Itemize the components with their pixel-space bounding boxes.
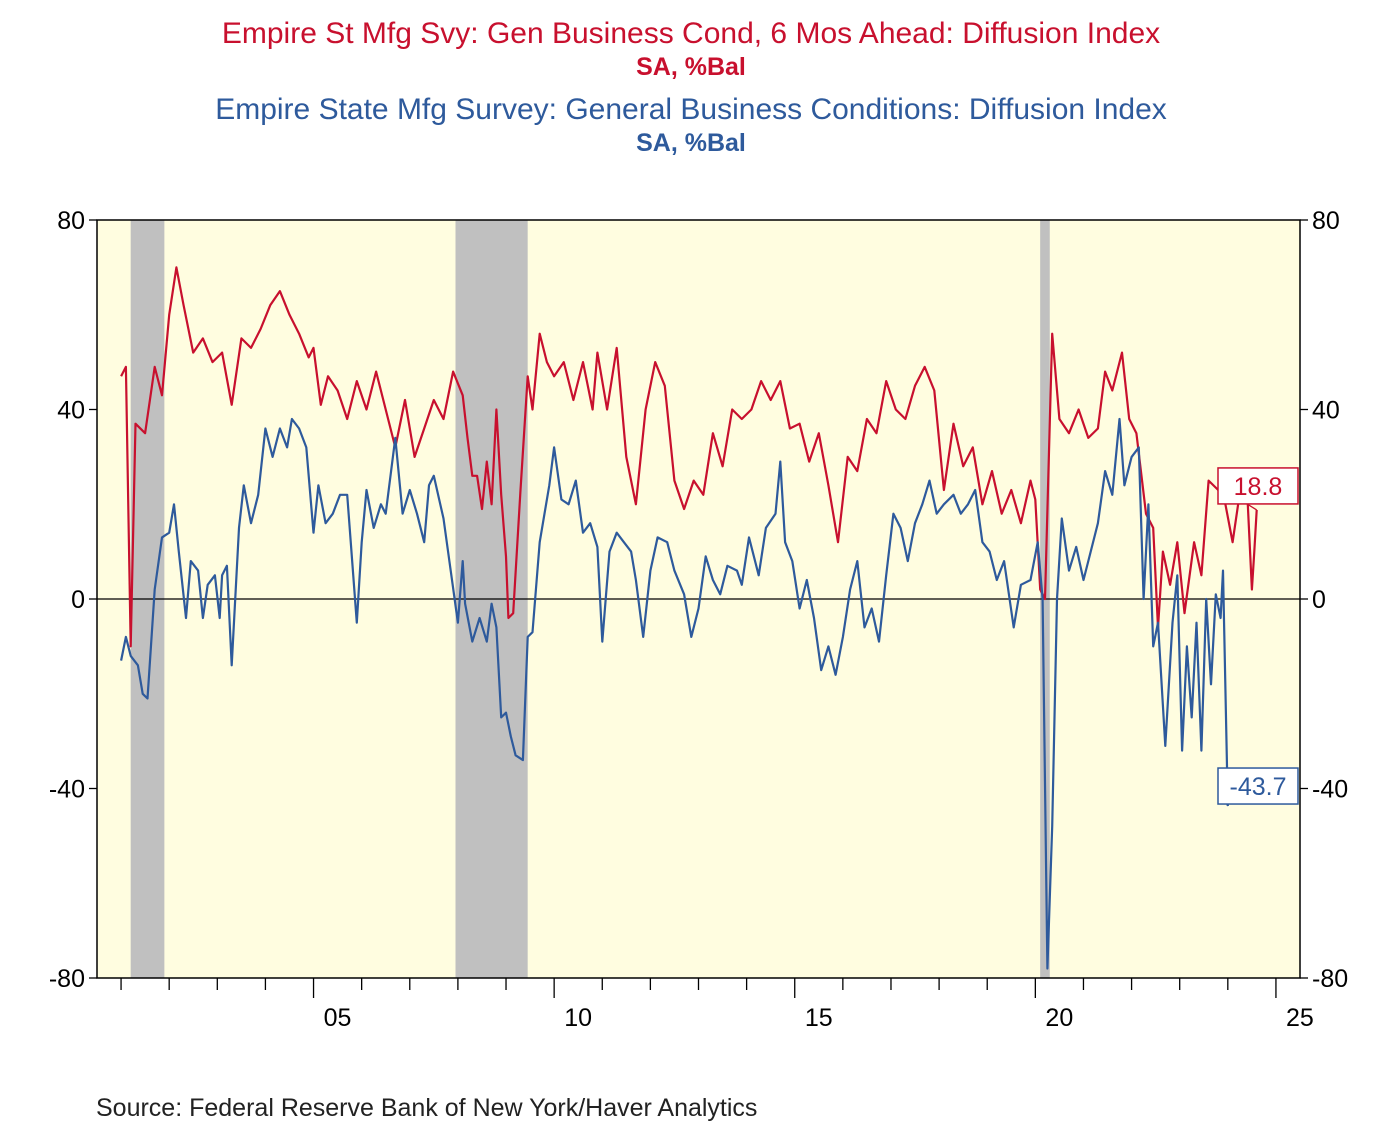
y-tick-label-right: 0 <box>1312 586 1326 614</box>
y-tick-label-left: 0 <box>71 586 85 614</box>
x-tick-label: 25 <box>1286 1004 1314 1032</box>
y-tick-label-right: -80 <box>1312 965 1348 993</box>
blue-end-label-box <box>1217 767 1299 805</box>
x-tick-label: 20 <box>1045 1004 1073 1032</box>
source-note: Source: Federal Reserve Bank of New York… <box>96 1094 758 1122</box>
blue-end-label: -43.7 <box>1230 773 1287 801</box>
red-end-label: 18.8 <box>1234 473 1283 501</box>
y-tick-label-right: 80 <box>1312 207 1340 235</box>
red-series-subtitle: SA, %Bal <box>636 53 746 81</box>
x-tick-label: 10 <box>564 1004 592 1032</box>
x-tick-label: 15 <box>805 1004 833 1032</box>
red-end-label-box <box>1217 467 1299 505</box>
end-labels: 18.8 -43.7 <box>1217 467 1299 807</box>
y-tick-label-left: 80 <box>57 207 85 235</box>
blue-series-subtitle: SA, %Bal <box>636 129 746 157</box>
y-tick-label-left: -40 <box>49 776 85 804</box>
red-series-line <box>120 266 1258 648</box>
chart-svg: 80 80 40 40 0 0 -40 -40 -80 -80 05 10 15 20 25 18.8 -43… <box>49 207 1348 1032</box>
y-tick-label-left: 40 <box>57 397 85 425</box>
x-tick-label: 05 <box>324 1004 352 1032</box>
chart-titles: Empire St Mfg Svy: Gen Business Cond, 6 … <box>0 16 1382 158</box>
axes: 80 80 40 40 0 0 -40 -40 -80 -80 05 10 15 20 25 <box>49 207 1348 1032</box>
blue-series-title: Empire State Mfg Survey: General Busines… <box>215 93 1167 126</box>
blue-series-line <box>120 417 1229 970</box>
y-tick-label-right: -40 <box>1312 776 1348 804</box>
y-tick-label-right: 40 <box>1312 397 1340 425</box>
red-series-title: Empire St Mfg Svy: Gen Business Cond, 6 … <box>221 17 1161 50</box>
series-lines <box>120 266 1258 970</box>
y-tick-label-left: -80 <box>49 965 85 993</box>
